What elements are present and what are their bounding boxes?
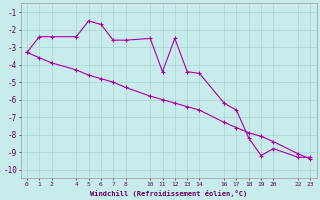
X-axis label: Windchill (Refroidissement éolien,°C): Windchill (Refroidissement éolien,°C) <box>90 190 247 197</box>
